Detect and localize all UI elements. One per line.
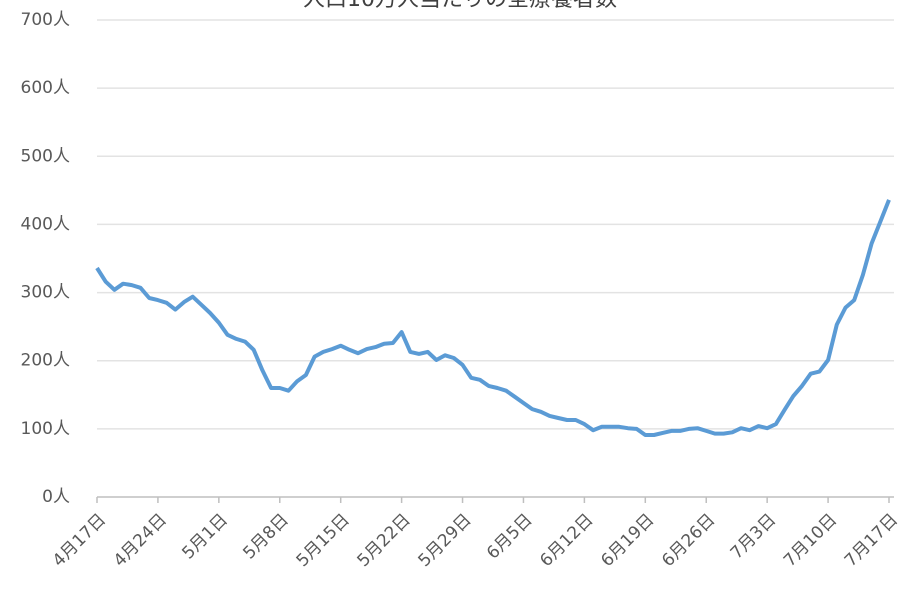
x-tick-label: 5月1日 (178, 510, 231, 563)
x-tick-label: 6月12日 (536, 510, 597, 571)
data-line (95, 199, 891, 437)
y-tick-label: 300人 (21, 283, 70, 303)
x-tick-label: 7月3日 (727, 510, 780, 563)
chart-title: 人口10万人当たりの全療養者数 (303, 0, 617, 12)
x-tick-label: 6月5日 (483, 510, 536, 563)
y-tick-label: 100人 (21, 419, 70, 439)
x-tick-label: 5月22日 (354, 510, 415, 571)
x-tick-label: 7月17日 (841, 510, 902, 571)
x-tick-label: 4月17日 (49, 510, 110, 571)
x-tick-label: 7月10日 (780, 510, 841, 571)
y-tick-label: 0人 (42, 487, 70, 507)
x-tick-label: 5月8日 (239, 510, 292, 563)
y-tick-label: 500人 (21, 146, 70, 166)
x-tick-label: 6月26日 (658, 510, 719, 571)
y-tick-label: 600人 (21, 78, 70, 98)
y-tick-label: 400人 (21, 214, 70, 234)
x-tick-label: 6月19日 (597, 510, 658, 571)
x-tick-label: 5月15日 (293, 510, 354, 571)
x-tick-label: 5月29日 (414, 510, 475, 571)
y-tick-label: 200人 (21, 351, 70, 371)
y-tick-label: 700人 (21, 10, 70, 30)
x-tick-label: 4月24日 (110, 510, 171, 571)
